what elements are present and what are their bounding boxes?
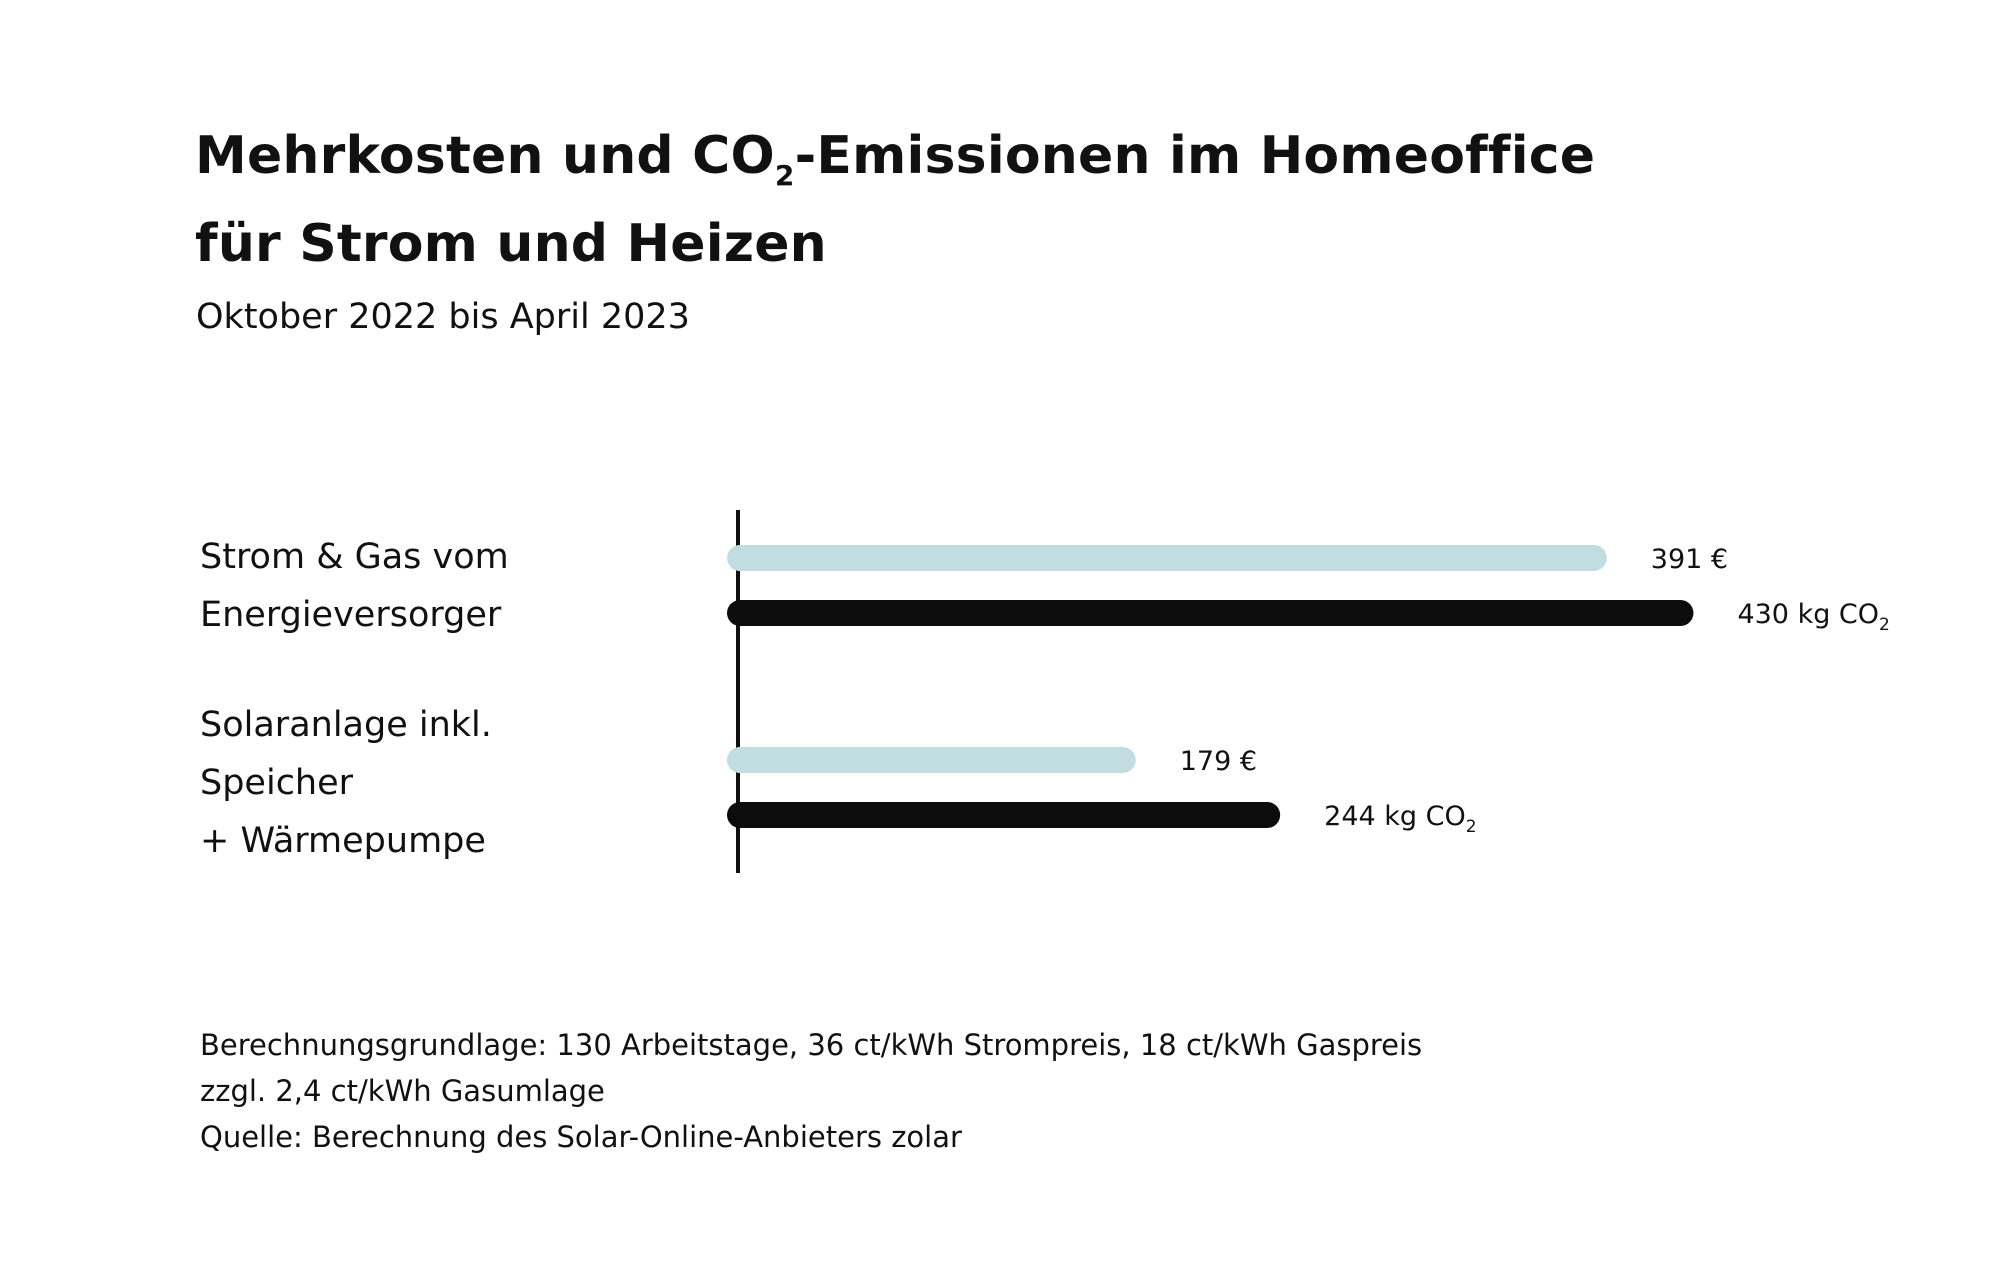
category-label-solaranlage: Solaranlage inkl. Speicher + Wärmepumpe — [200, 705, 492, 861]
value-label-co2-0: 430 kg CO2 — [1737, 599, 1889, 635]
chart-subtitle: Oktober 2022 bis April 2023 — [196, 297, 690, 337]
footnote-gasumlage: zzgl. 2,4 ct/kWh Gasumlage — [200, 1074, 605, 1108]
title-line-2: für Strom und Heizen — [195, 214, 827, 274]
footnote-basis: Berechnungsgrundlage: 130 Arbeitstage, 3… — [200, 1028, 1423, 1062]
bar-cap-co2-0 — [738, 600, 764, 626]
footnote-source: Quelle: Berechnung des Solar-Online-Anbi… — [200, 1120, 962, 1154]
chart-title: Mehrkosten und CO2-Emissionen im Homeoff… — [195, 112, 1895, 288]
title-line-1: Mehrkosten und CO2-Emissionen im Homeoff… — [195, 126, 1596, 192]
value-label-kosten-1: 179 € — [1180, 746, 1257, 777]
category-label-energieversorger: Strom & Gas vom Energieversorger — [200, 537, 509, 635]
value-label-co2-1: 244 kg CO2 — [1324, 801, 1476, 837]
bar-cap-kosten-1 — [738, 747, 764, 773]
footnotes: Berechnungsgrundlage: 130 Arbeitstage, 3… — [200, 1022, 1900, 1160]
value-label-kosten-0: 391 € — [1651, 544, 1728, 575]
bar-cap-co2-1 — [738, 802, 764, 828]
bar-cap-kosten-0 — [738, 545, 764, 571]
